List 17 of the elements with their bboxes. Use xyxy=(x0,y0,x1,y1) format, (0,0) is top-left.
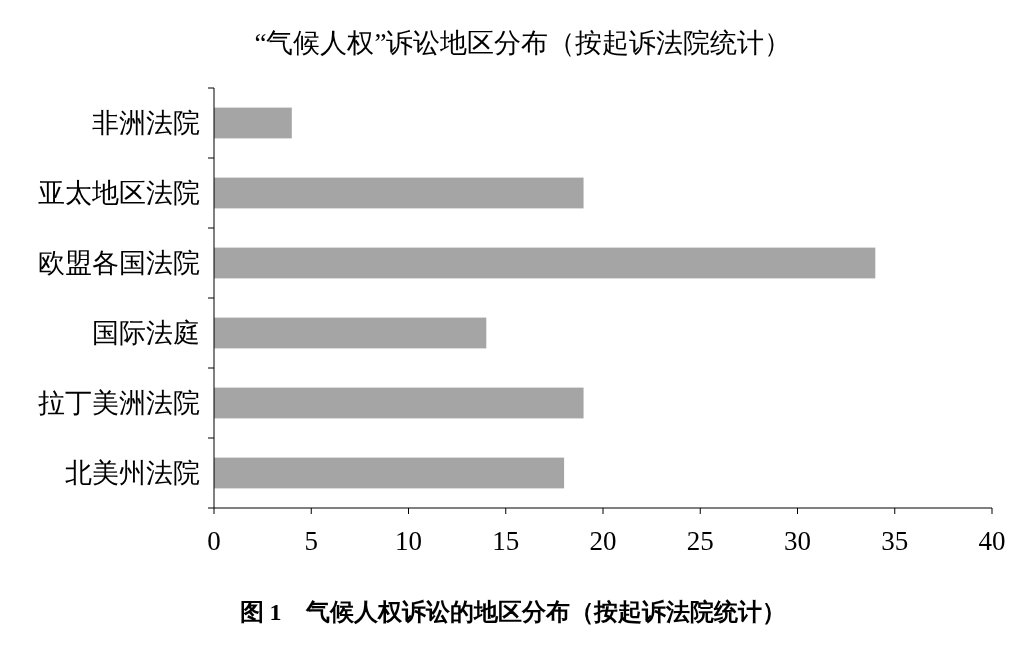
x-tick-label: 5 xyxy=(304,526,318,556)
chart-title: “气候人权”诉讼地区分布（按起诉法院统计） xyxy=(254,28,792,58)
x-tick-label: 40 xyxy=(978,526,1006,556)
x-tick-label: 30 xyxy=(784,526,811,556)
x-tick-label: 0 xyxy=(207,526,221,556)
x-tick-label: 35 xyxy=(881,526,909,556)
x-tick-label: 15 xyxy=(492,526,520,556)
y-tick-label: 北美州法院 xyxy=(65,458,200,488)
y-tick-label: 欧盟各国法院 xyxy=(38,248,200,278)
y-tick-label: 非洲法院 xyxy=(92,108,200,138)
x-tick-label: 10 xyxy=(395,526,422,556)
text: 图 1 气候人权诉讼的地区分布（按起诉法院统计） xyxy=(239,599,786,625)
y-tick-label: 国际法庭 xyxy=(92,318,200,348)
x-tick-label: 25 xyxy=(686,526,714,556)
x-tick-label: 20 xyxy=(589,526,617,556)
y-tick-label: 亚太地区法院 xyxy=(38,178,200,208)
y-tick-label: 拉丁美洲法院 xyxy=(38,388,200,418)
